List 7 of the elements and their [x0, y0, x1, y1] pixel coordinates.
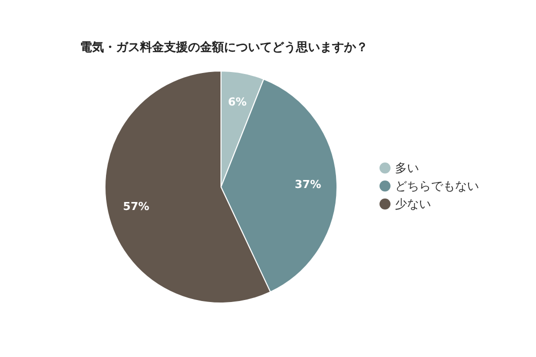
legend-label: どちらでもない: [395, 179, 479, 194]
data-label: 6%: [228, 95, 247, 108]
legend-label: 少ない: [395, 197, 431, 212]
data-label: 37%: [294, 178, 322, 192]
legend-label: 多い: [395, 161, 419, 176]
chart-title: 電気・ガス料金支援の金額についてどう思いますか？: [80, 40, 368, 54]
data-label: 57%: [122, 200, 150, 213]
